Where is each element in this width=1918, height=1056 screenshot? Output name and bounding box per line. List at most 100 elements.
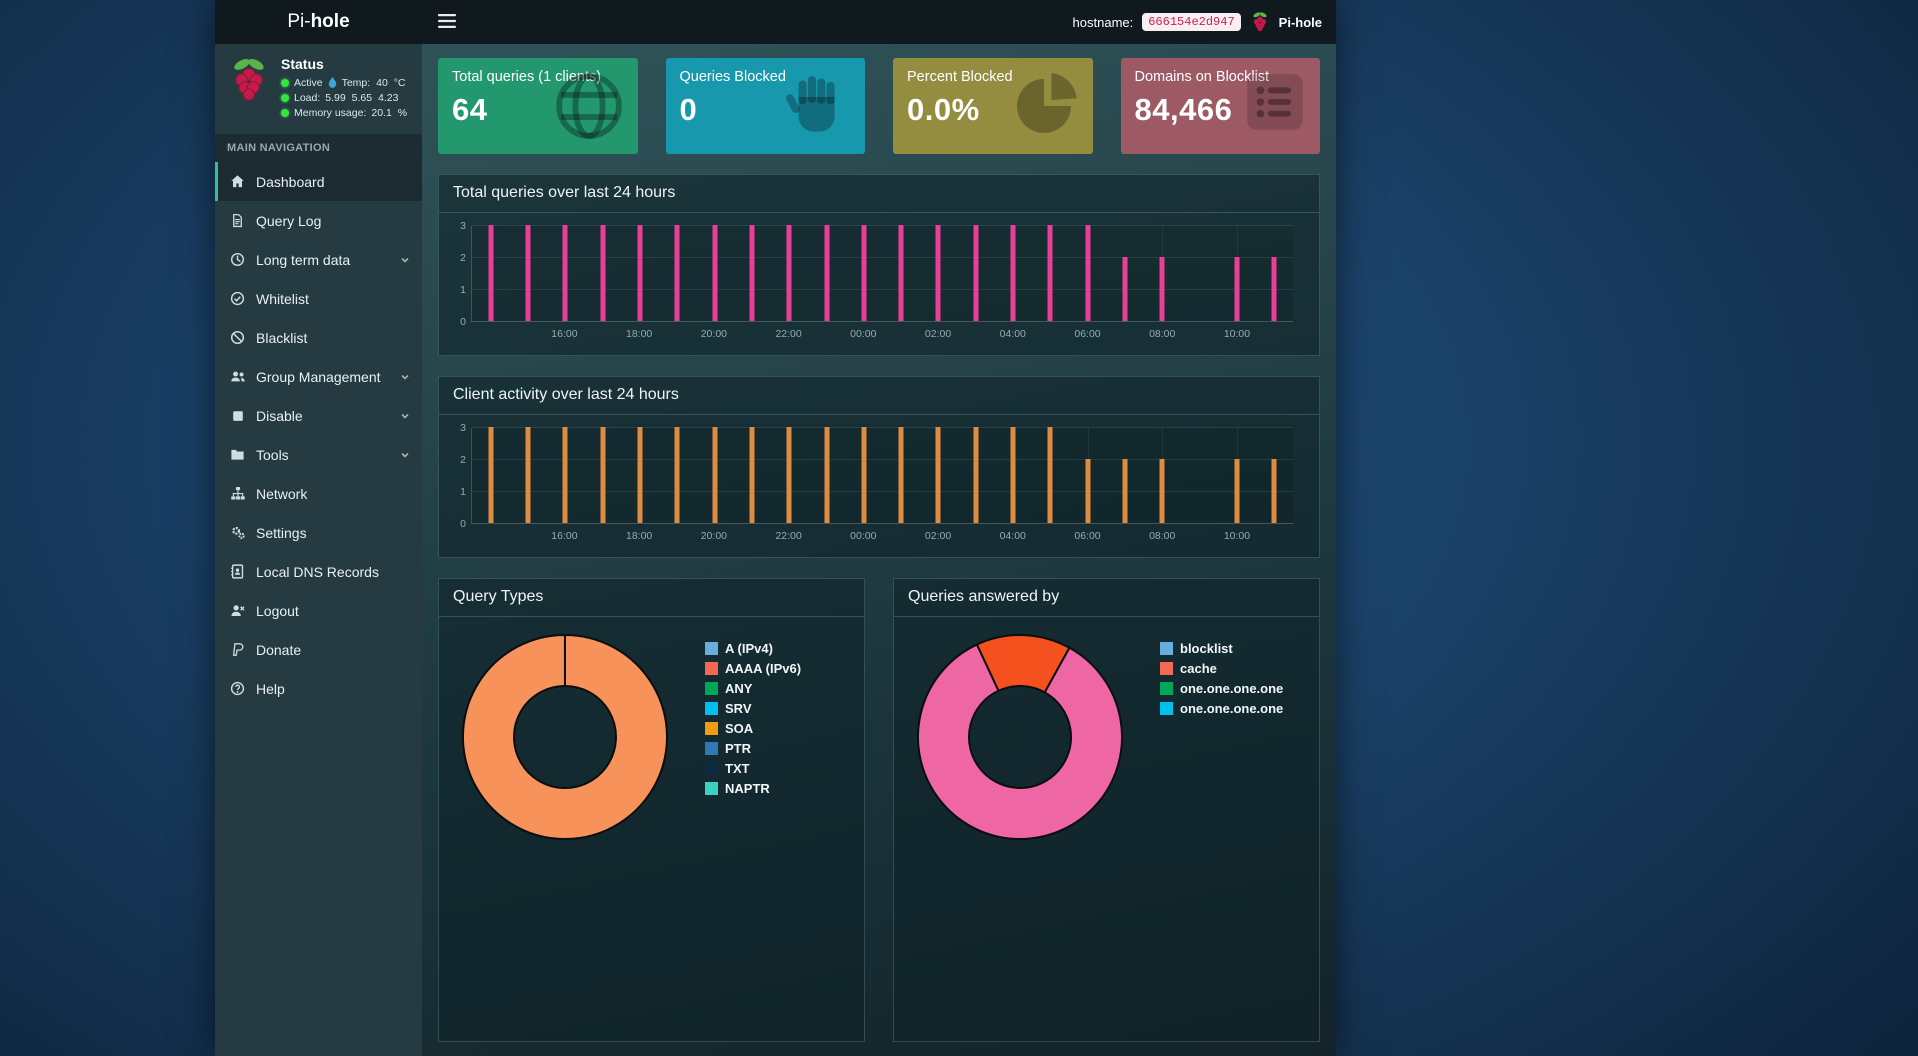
legend-item[interactable]: PTR bbox=[705, 741, 801, 756]
legend-label: one.one.one.one bbox=[1180, 701, 1284, 716]
legend-item[interactable]: SRV bbox=[705, 701, 801, 716]
sidebar-toggle-button[interactable] bbox=[422, 0, 472, 44]
navbar-right: hostname: 666154e2d947 Pi-hole bbox=[1073, 11, 1336, 33]
sidebar-item-local-dns-records[interactable]: Local DNS Records bbox=[215, 552, 422, 591]
bar bbox=[1085, 225, 1091, 321]
legend-item[interactable]: ANY bbox=[705, 681, 801, 696]
queries-answered-donut[interactable] bbox=[914, 631, 1126, 843]
x-axis-label: 00:00 bbox=[850, 530, 877, 542]
sidebar-item-logout[interactable]: Logout bbox=[215, 591, 422, 630]
card-title: Total queries (1 clients) bbox=[452, 69, 602, 85]
card-title: Domains on Blocklist bbox=[1134, 69, 1270, 85]
sidebar-item-label: Dashboard bbox=[256, 173, 325, 190]
sidebar-item-query-log[interactable]: Query Log bbox=[215, 201, 422, 240]
legend-label: one.one.one.one bbox=[1180, 681, 1284, 696]
bar bbox=[1271, 459, 1277, 523]
bar bbox=[861, 427, 867, 523]
panel-title: Client activity over last 24 hours bbox=[439, 377, 1319, 415]
panel-query-types: Query Types A (IPv4) AAAA (IPv6) ANY SRV SOA… bbox=[438, 578, 865, 1042]
x-axis-label: 20:00 bbox=[700, 328, 727, 340]
y-axis-label: 3 bbox=[460, 220, 466, 232]
sidebar-item-network[interactable]: Network bbox=[215, 474, 422, 513]
legend-label: SOA bbox=[725, 721, 754, 736]
hand-icon bbox=[783, 67, 855, 139]
bar bbox=[488, 427, 494, 523]
legend-item[interactable]: NAPTR bbox=[705, 781, 801, 796]
legend-label: PTR bbox=[725, 741, 751, 756]
sidebar-item-blacklist[interactable]: Blacklist bbox=[215, 318, 422, 357]
sidebar-item-settings[interactable]: Settings bbox=[215, 513, 422, 552]
sidebar-item-help[interactable]: Help bbox=[215, 669, 422, 708]
hostname-label: hostname: bbox=[1072, 14, 1134, 30]
legend-item[interactable]: one.one.one.one bbox=[1160, 681, 1283, 696]
legend-color-box bbox=[1160, 662, 1173, 675]
legend-item[interactable]: AAAA (IPv6) bbox=[705, 661, 801, 676]
bar bbox=[1234, 257, 1240, 321]
legend-item[interactable]: one.one.one.one bbox=[1160, 701, 1283, 716]
client-activity-chart[interactable]: 0 1 2 3 16:00 18:00 20:00 22:00 00:00 02:00 04:00 0… bbox=[439, 415, 1319, 557]
y-axis-label: 3 bbox=[460, 422, 466, 434]
panel-client-activity: Client activity over last 24 hours 0 1 2 3 1… bbox=[438, 376, 1320, 558]
sidebar-item-long-term-data[interactable]: Long term data bbox=[215, 240, 422, 279]
card-value: 84,466 bbox=[1134, 92, 1233, 127]
y-axis-label: 0 bbox=[460, 518, 466, 530]
chart-plot-area bbox=[471, 427, 1293, 524]
sidebar-menu: Dashboard Query Log Long term data Whitelis… bbox=[215, 162, 422, 708]
legend-item[interactable]: TXT bbox=[705, 761, 801, 776]
bar bbox=[712, 427, 718, 523]
clock-icon bbox=[229, 252, 246, 267]
status-dot-icon bbox=[281, 94, 289, 102]
legend-color-box bbox=[705, 682, 718, 695]
x-axis-label: 06:00 bbox=[1074, 530, 1101, 542]
bar bbox=[525, 427, 531, 523]
card-title: Queries Blocked bbox=[679, 69, 786, 85]
legend-label: TXT bbox=[725, 761, 750, 776]
logout-icon bbox=[229, 603, 246, 618]
sidebar-item-dashboard[interactable]: Dashboard bbox=[215, 162, 422, 201]
query-types-donut[interactable] bbox=[459, 631, 671, 843]
sidebar-item-label: Settings bbox=[256, 524, 307, 541]
users-icon bbox=[229, 369, 246, 384]
status-line-label: Load: bbox=[294, 92, 321, 104]
x-axis-label: 22:00 bbox=[775, 328, 802, 340]
bar bbox=[1010, 225, 1016, 321]
summary-cards: Total queries (1 clients) 64 Queries Block… bbox=[438, 58, 1320, 154]
bar bbox=[712, 225, 718, 321]
status-line: Load: 5.99 5.65 4.23 bbox=[281, 92, 407, 104]
sidebar: Status Active Temp: 40 °C Load: 5.99 5.65 4… bbox=[215, 44, 422, 1056]
y-axis-label: 0 bbox=[460, 316, 466, 328]
bar bbox=[637, 225, 643, 321]
legend-item[interactable]: blocklist bbox=[1160, 641, 1283, 656]
legend-item[interactable]: cache bbox=[1160, 661, 1283, 676]
donate-icon bbox=[229, 642, 246, 657]
y-axis-label: 2 bbox=[460, 252, 466, 264]
brand-logo[interactable]: Pi-hole bbox=[215, 11, 422, 33]
bottom-panels: Query Types A (IPv4) AAAA (IPv6) ANY SRV SOA… bbox=[438, 578, 1320, 1042]
legend-item[interactable]: A (IPv4) bbox=[705, 641, 801, 656]
status-title: Status bbox=[281, 56, 324, 72]
card-title: Percent Blocked bbox=[907, 69, 1013, 85]
bar bbox=[973, 225, 979, 321]
sidebar-item-donate[interactable]: Donate bbox=[215, 630, 422, 669]
bar bbox=[488, 225, 494, 321]
sidebar-item-label: Donate bbox=[256, 641, 302, 658]
panel-title: Total queries over last 24 hours bbox=[439, 175, 1319, 213]
temperature-droplet-icon bbox=[328, 77, 337, 89]
sidebar-item-label: Disable bbox=[256, 407, 303, 424]
hamburger-icon bbox=[438, 13, 456, 31]
ban-icon bbox=[229, 330, 246, 345]
sidebar-item-disable[interactable]: Disable bbox=[215, 396, 422, 435]
sidebar-item-whitelist[interactable]: Whitelist bbox=[215, 279, 422, 318]
status-lines: Active Temp: 40 °C Load: 5.99 5.65 4.23 Memo… bbox=[281, 77, 407, 119]
stop-icon bbox=[229, 409, 246, 423]
top-navbar: Pi-hole hostname: 666154e2d947 Pi-hole bbox=[215, 0, 1336, 44]
total-queries-chart[interactable]: 0 1 2 3 16:00 18:00 20:00 22:00 00:00 02:00 04:00 0… bbox=[439, 213, 1319, 355]
legend-item[interactable]: SOA bbox=[705, 721, 801, 736]
bar bbox=[1271, 257, 1277, 321]
sidebar-item-tools[interactable]: Tools bbox=[215, 435, 422, 474]
user-menu[interactable]: Pi-hole bbox=[1278, 14, 1322, 30]
sidebar-item-label: Blacklist bbox=[256, 329, 308, 346]
x-axis-label: 18:00 bbox=[625, 328, 653, 340]
sidebar-item-group-management[interactable]: Group Management bbox=[215, 357, 422, 396]
